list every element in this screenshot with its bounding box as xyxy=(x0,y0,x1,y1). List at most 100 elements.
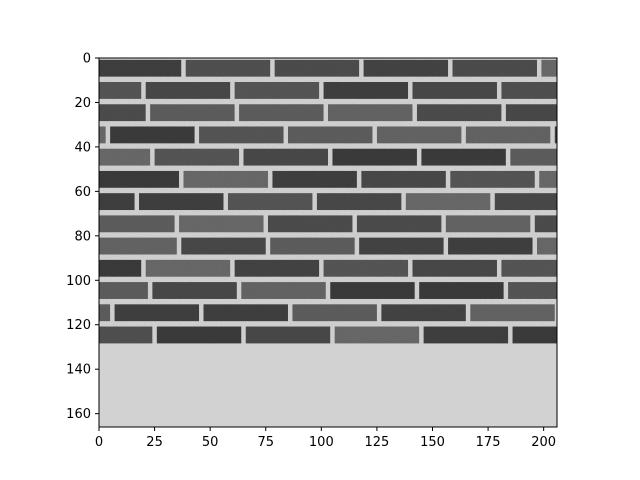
brick xyxy=(534,215,557,233)
brick xyxy=(110,126,195,144)
brick xyxy=(99,59,182,77)
brick xyxy=(421,148,506,166)
brick xyxy=(139,193,224,211)
brick xyxy=(541,59,557,77)
y-tick-label: 160 xyxy=(66,407,91,422)
x-tick-label: 75 xyxy=(257,435,274,450)
brick xyxy=(501,82,557,99)
brick xyxy=(245,326,331,344)
brick xyxy=(99,326,153,344)
brick xyxy=(356,215,442,233)
brick xyxy=(601,327,640,344)
brick xyxy=(328,104,413,122)
x-tick-label: 50 xyxy=(202,435,219,450)
brick xyxy=(323,259,409,277)
brick xyxy=(626,238,640,255)
brick xyxy=(501,259,557,277)
brick xyxy=(423,326,509,344)
brick xyxy=(363,59,449,77)
y-tick-label: 20 xyxy=(74,96,91,111)
brick xyxy=(99,237,177,255)
brick xyxy=(154,148,240,166)
brick xyxy=(287,126,373,144)
brick xyxy=(145,259,231,277)
brick xyxy=(99,282,148,299)
brick xyxy=(494,193,557,211)
brick xyxy=(323,82,409,99)
brick-wall-image xyxy=(99,58,640,427)
brick xyxy=(630,60,640,77)
brick xyxy=(234,259,320,277)
brick xyxy=(243,148,328,166)
brick xyxy=(179,215,264,233)
brick xyxy=(332,148,417,166)
brick xyxy=(624,215,640,232)
brick xyxy=(361,170,446,188)
brick xyxy=(536,237,557,255)
brick xyxy=(114,304,200,322)
brick xyxy=(505,104,557,122)
brick xyxy=(597,282,640,299)
y-tick-label: 40 xyxy=(74,140,91,155)
brick xyxy=(590,82,640,99)
brick xyxy=(512,326,557,344)
brick xyxy=(181,237,266,255)
y-tick-label: 100 xyxy=(66,274,91,289)
brick xyxy=(330,282,415,299)
brick xyxy=(241,282,326,299)
x-tick-label: 175 xyxy=(476,435,501,450)
brick xyxy=(510,148,557,166)
x-tick-label: 0 xyxy=(95,435,103,450)
brick xyxy=(274,59,360,77)
y-tick-label: 0 xyxy=(83,52,91,67)
x-axis: 0 25 50 75 100 125 150 175 200 xyxy=(95,427,556,450)
brick xyxy=(559,304,640,321)
brick xyxy=(152,282,237,299)
brick xyxy=(452,59,537,77)
brick xyxy=(450,170,535,188)
y-tick-label: 60 xyxy=(74,185,91,200)
brick xyxy=(539,170,557,188)
brick xyxy=(554,126,557,144)
brick xyxy=(599,149,640,166)
brick xyxy=(99,82,142,99)
brick xyxy=(272,170,357,188)
brick xyxy=(334,326,420,344)
brick xyxy=(376,126,462,144)
brick xyxy=(412,82,497,99)
brick xyxy=(595,104,640,121)
brick xyxy=(99,148,151,166)
brick-courses xyxy=(99,59,640,344)
brick xyxy=(412,259,497,277)
brick xyxy=(99,259,142,277)
brick xyxy=(508,282,557,299)
y-tick-label: 120 xyxy=(66,318,91,333)
brick xyxy=(416,104,502,122)
brick xyxy=(470,304,555,322)
brick xyxy=(99,304,111,322)
brick xyxy=(185,59,271,77)
brick xyxy=(316,193,402,211)
brick xyxy=(590,260,640,277)
y-tick-label: 140 xyxy=(66,363,91,378)
brick xyxy=(359,237,444,255)
brick xyxy=(150,104,235,122)
x-tick-label: 200 xyxy=(531,435,556,450)
brick xyxy=(445,215,531,233)
brick xyxy=(199,126,284,144)
brick xyxy=(465,126,551,144)
x-tick-label: 125 xyxy=(364,435,389,450)
brick xyxy=(270,237,355,255)
brick xyxy=(99,193,135,211)
x-tick-label: 150 xyxy=(420,435,445,450)
brick xyxy=(448,237,533,255)
brick xyxy=(156,326,242,344)
brick xyxy=(405,193,491,211)
axes-frame xyxy=(98,57,558,428)
x-tick-label: 100 xyxy=(309,435,334,450)
brick xyxy=(584,193,640,210)
brick xyxy=(234,82,320,99)
brick xyxy=(267,215,353,233)
x-tick-label: 25 xyxy=(146,435,163,450)
